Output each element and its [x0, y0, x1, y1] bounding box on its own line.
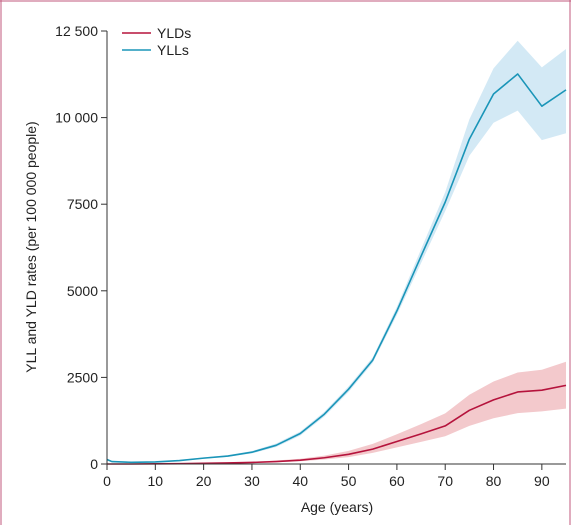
x-tick-label: 80: [486, 473, 502, 489]
x-tick-label: 50: [341, 473, 357, 489]
y-axis-title: YLL and YLD rates (per 100 000 people): [23, 121, 39, 372]
x-tick-label: 30: [244, 473, 260, 489]
y-tick-label: 2500: [67, 369, 98, 385]
x-axis-ticks: 0 10 20 30 40 50 60 70 80 90: [103, 464, 550, 489]
x-axis-title: Age (years): [301, 499, 373, 515]
y-tick-label: 0: [90, 456, 98, 472]
legend: YLDs YLLs: [122, 25, 191, 58]
line-ylls: [106, 73, 567, 464]
legend-label-ylls: YLLs: [157, 42, 189, 58]
legend-label-ylds: YLDs: [157, 25, 191, 41]
y-axis-ticks: 0 2500 5000 7500 10 000 12 500: [55, 23, 107, 472]
y-tick-label: 10 000: [55, 110, 98, 126]
x-tick-label: 20: [196, 473, 212, 489]
y-tick-label: 5000: [67, 283, 98, 299]
x-tick-label: 90: [534, 473, 550, 489]
uncertainty-bands: [107, 40, 566, 464]
x-tick-label: 60: [389, 473, 405, 489]
x-tick-label: 0: [103, 473, 111, 489]
x-tick-label: 40: [292, 473, 308, 489]
y-tick-label: 7500: [67, 196, 98, 212]
x-tick-label: 10: [148, 473, 164, 489]
y-tick-label: 12 500: [55, 23, 98, 39]
x-tick-label: 70: [437, 473, 453, 489]
band-ylds: [107, 361, 566, 464]
band-ylls: [107, 40, 566, 463]
